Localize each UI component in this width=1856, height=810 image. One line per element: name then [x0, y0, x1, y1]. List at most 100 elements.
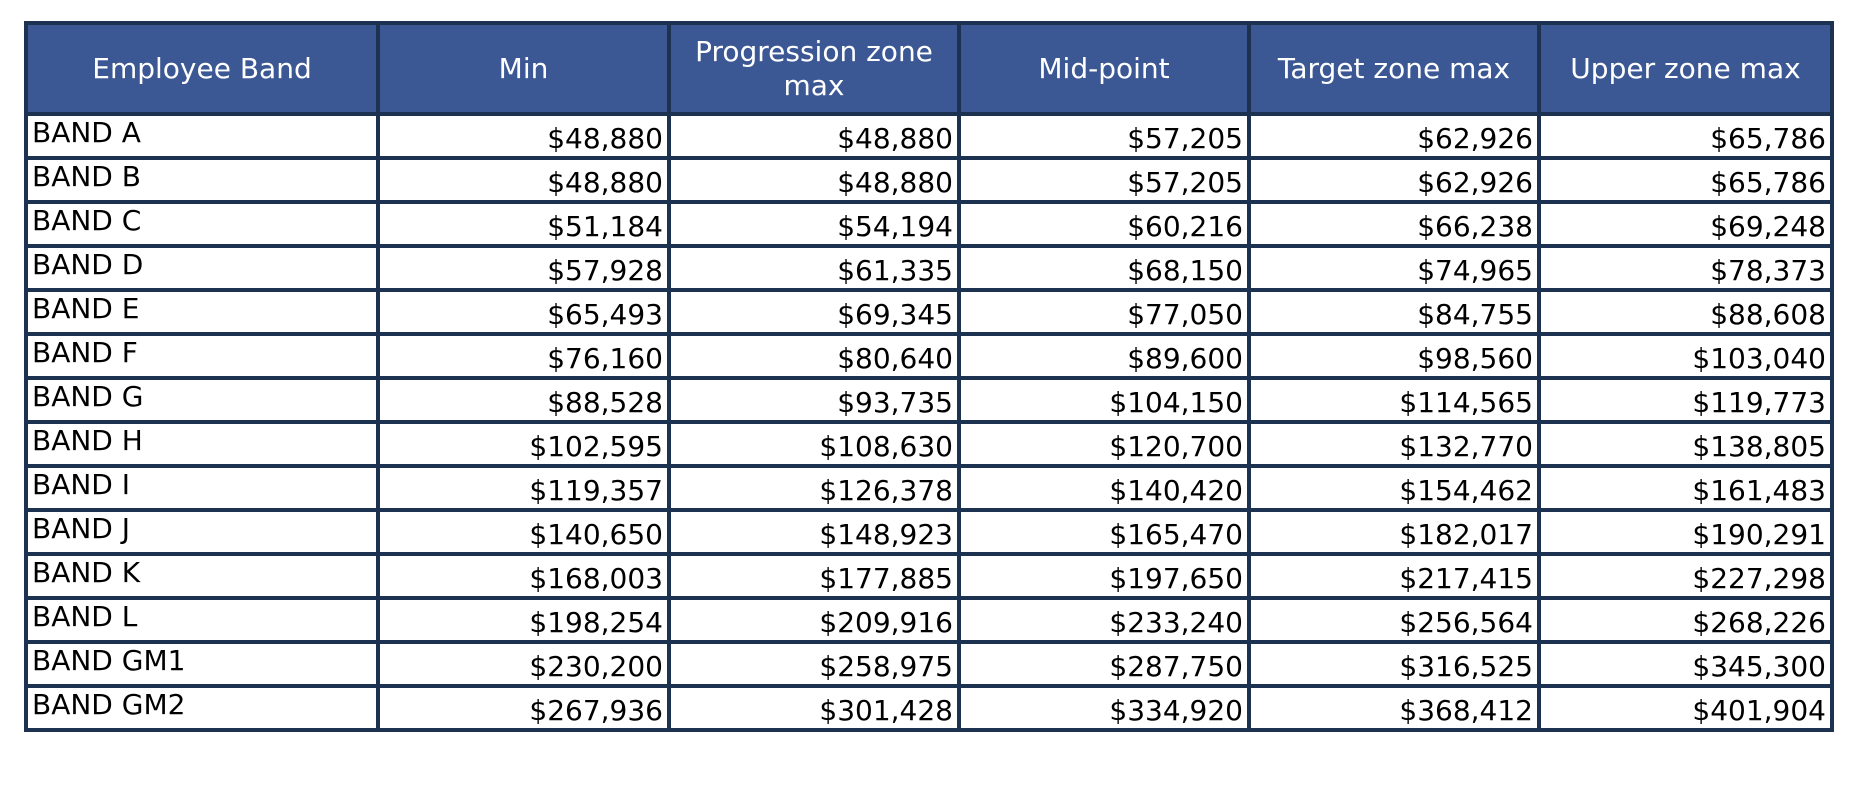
value-cell: $66,238 — [1247, 200, 1541, 248]
value-cell: $177,885 — [667, 552, 961, 600]
value-cell: $401,904 — [1537, 684, 1834, 732]
value-cell: $57,205 — [957, 112, 1251, 160]
band-cell: BAND H — [24, 420, 380, 468]
value-cell: $287,750 — [957, 640, 1251, 688]
value-cell: $57,928 — [376, 244, 671, 292]
value-cell: $140,650 — [376, 508, 671, 556]
header-cell: Employee Band — [24, 21, 380, 116]
value-cell: $209,916 — [667, 596, 961, 644]
table-row: BAND A $48,880 $48,880 $57,205 $62,926 $65,78… — [24, 112, 1834, 160]
value-cell: $62,926 — [1247, 112, 1541, 160]
value-cell: $267,936 — [376, 684, 671, 732]
value-cell: $345,300 — [1537, 640, 1834, 688]
value-cell: $148,923 — [667, 508, 961, 556]
table-row: BAND E $65,493 $69,345 $77,050 $84,755 $88,60… — [24, 288, 1834, 336]
value-cell: $60,216 — [957, 200, 1251, 248]
value-cell: $62,926 — [1247, 156, 1541, 204]
table-container: Employee Band Min Progression zone max Mid-… — [24, 21, 1834, 732]
value-cell: $48,880 — [667, 112, 961, 160]
band-cell: BAND I — [24, 464, 380, 512]
value-cell: $316,525 — [1247, 640, 1541, 688]
table-row: BAND L $198,254 $209,916 $233,240 $256,564 $2… — [24, 596, 1834, 644]
header-cell: Mid-point — [957, 21, 1251, 116]
header-cell: Min — [376, 21, 671, 116]
value-cell: $227,298 — [1537, 552, 1834, 600]
header-cell: Target zone max — [1247, 21, 1541, 116]
band-cell: BAND K — [24, 552, 380, 600]
table-row: BAND GM1 $230,200 $258,975 $287,750 $316,525… — [24, 640, 1834, 688]
value-cell: $103,040 — [1537, 332, 1834, 380]
table-row: BAND D $57,928 $61,335 $68,150 $74,965 $78,37… — [24, 244, 1834, 292]
header-row: Employee Band Min Progression zone max Mid-… — [24, 21, 1834, 116]
value-cell: $93,735 — [667, 376, 961, 424]
table-row: BAND GM2 $267,936 $301,428 $334,920 $368,412… — [24, 684, 1834, 732]
value-cell: $57,205 — [957, 156, 1251, 204]
value-cell: $88,608 — [1537, 288, 1834, 336]
value-cell: $61,335 — [667, 244, 961, 292]
value-cell: $65,493 — [376, 288, 671, 336]
value-cell: $197,650 — [957, 552, 1251, 600]
band-cell: BAND F — [24, 332, 380, 380]
value-cell: $119,357 — [376, 464, 671, 512]
value-cell: $102,595 — [376, 420, 671, 468]
value-cell: $77,050 — [957, 288, 1251, 336]
value-cell: $88,528 — [376, 376, 671, 424]
band-cell: BAND GM1 — [24, 640, 380, 688]
value-cell: $138,805 — [1537, 420, 1834, 468]
band-cell: BAND E — [24, 288, 380, 336]
value-cell: $68,150 — [957, 244, 1251, 292]
value-cell: $140,420 — [957, 464, 1251, 512]
value-cell: $98,560 — [1247, 332, 1541, 380]
salary-table: Employee Band Min Progression zone max Mid-… — [24, 21, 1834, 732]
value-cell: $104,150 — [957, 376, 1251, 424]
value-cell: $108,630 — [667, 420, 961, 468]
value-cell: $76,160 — [376, 332, 671, 380]
band-cell: BAND B — [24, 156, 380, 204]
band-cell: BAND L — [24, 596, 380, 644]
table-row: BAND H $102,595 $108,630 $120,700 $132,770 $1… — [24, 420, 1834, 468]
value-cell: $154,462 — [1247, 464, 1541, 512]
value-cell: $69,248 — [1537, 200, 1834, 248]
band-cell: BAND G — [24, 376, 380, 424]
value-cell: $168,003 — [376, 552, 671, 600]
value-cell: $268,226 — [1537, 596, 1834, 644]
value-cell: $256,564 — [1247, 596, 1541, 644]
value-cell: $54,194 — [667, 200, 961, 248]
value-cell: $84,755 — [1247, 288, 1541, 336]
value-cell: $161,483 — [1537, 464, 1834, 512]
value-cell: $65,786 — [1537, 112, 1834, 160]
value-cell: $69,345 — [667, 288, 961, 336]
value-cell: $48,880 — [376, 156, 671, 204]
value-cell: $132,770 — [1247, 420, 1541, 468]
value-cell: $126,378 — [667, 464, 961, 512]
table-row: BAND K $168,003 $177,885 $197,650 $217,415 $2… — [24, 552, 1834, 600]
table-row: BAND C $51,184 $54,194 $60,216 $66,238 $69,24… — [24, 200, 1834, 248]
value-cell: $120,700 — [957, 420, 1251, 468]
value-cell: $165,470 — [957, 508, 1251, 556]
value-cell: $78,373 — [1537, 244, 1834, 292]
value-cell: $301,428 — [667, 684, 961, 732]
value-cell: $119,773 — [1537, 376, 1834, 424]
value-cell: $258,975 — [667, 640, 961, 688]
header-cell: Upper zone max — [1537, 21, 1834, 116]
value-cell: $217,415 — [1247, 552, 1541, 600]
table-row: BAND G $88,528 $93,735 $104,150 $114,565 $119… — [24, 376, 1834, 424]
value-cell: $190,291 — [1537, 508, 1834, 556]
value-cell: $114,565 — [1247, 376, 1541, 424]
table-row: BAND J $140,650 $148,923 $165,470 $182,017 $1… — [24, 508, 1834, 556]
table-body: BAND A $48,880 $48,880 $57,205 $62,926 $65,78… — [24, 112, 1834, 732]
value-cell: $198,254 — [376, 596, 671, 644]
band-cell: BAND D — [24, 244, 380, 292]
value-cell: $65,786 — [1537, 156, 1834, 204]
value-cell: $230,200 — [376, 640, 671, 688]
table-row: BAND F $76,160 $80,640 $89,600 $98,560 $103,0… — [24, 332, 1834, 380]
value-cell: $233,240 — [957, 596, 1251, 644]
value-cell: $334,920 — [957, 684, 1251, 732]
header-cell: Progression zone max — [667, 21, 961, 116]
band-cell: BAND C — [24, 200, 380, 248]
band-cell: BAND A — [24, 112, 380, 160]
value-cell: $368,412 — [1247, 684, 1541, 732]
value-cell: $74,965 — [1247, 244, 1541, 292]
band-cell: BAND GM2 — [24, 684, 380, 732]
